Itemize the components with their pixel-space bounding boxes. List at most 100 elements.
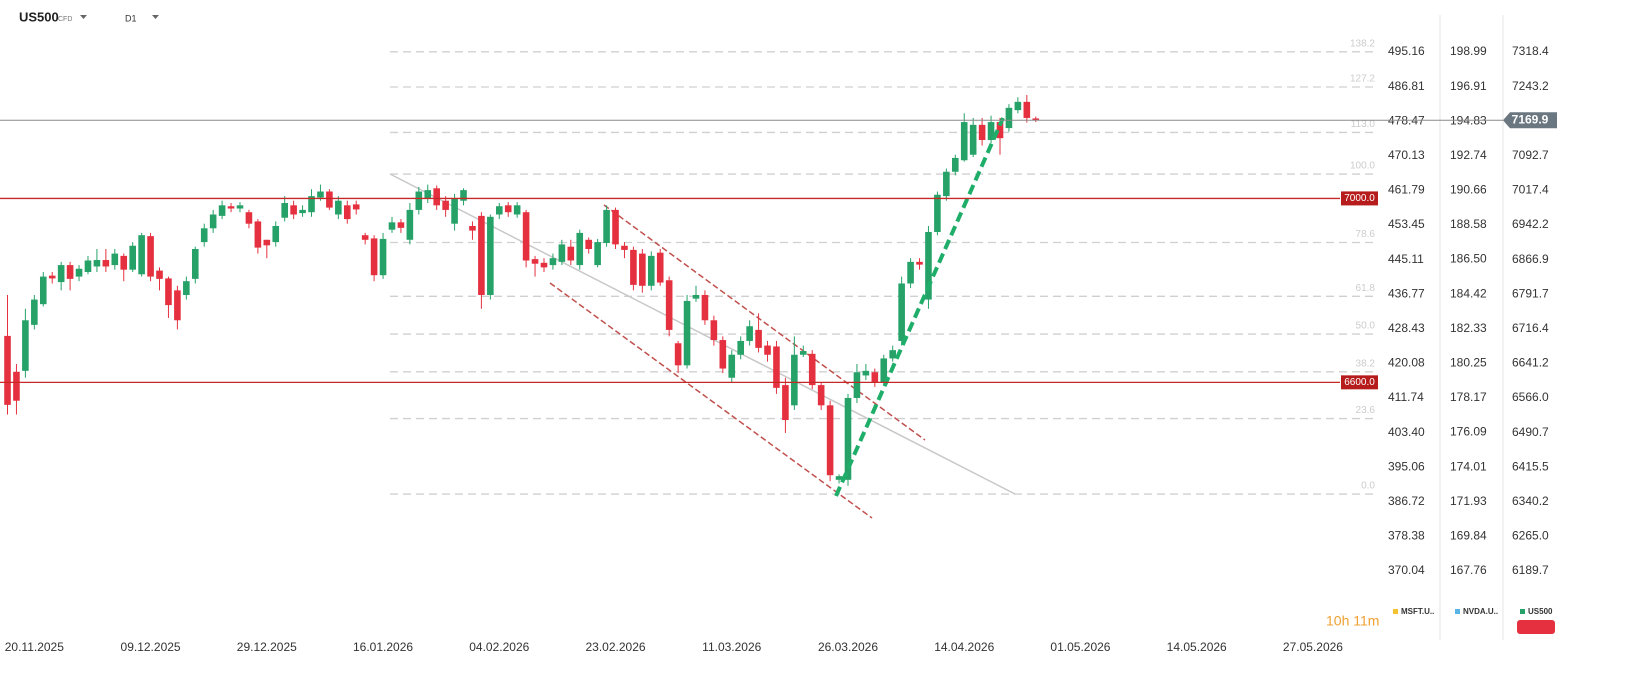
y-tick-label: 461.79 (1388, 183, 1425, 197)
x-tick-label: 14.05.2026 (1167, 640, 1227, 654)
candle-body (925, 231, 932, 300)
candle-body (540, 262, 548, 268)
candle-body (4, 335, 11, 405)
legend-swatch (1520, 609, 1525, 614)
candle-body (191, 248, 199, 279)
candle-body (254, 221, 262, 248)
candle-body (317, 191, 324, 198)
candle-body (701, 294, 709, 321)
candle-body (352, 204, 360, 210)
candle-body (183, 281, 190, 295)
candle-body (165, 278, 172, 306)
candle-body (397, 222, 405, 228)
candle-body (370, 238, 378, 276)
candle-body (1014, 101, 1022, 111)
y-tick-label: 453.45 (1388, 217, 1425, 231)
trend-line (389, 173, 1016, 495)
candle-body (13, 371, 20, 401)
action-button[interactable] (1517, 620, 1555, 634)
y-tick-label: 7318.4 (1512, 44, 1549, 58)
candle-body (639, 253, 646, 286)
candle-body (379, 238, 387, 276)
candle-body (710, 320, 718, 341)
candle-body (871, 372, 879, 383)
candle-body (1005, 107, 1013, 129)
candle-body (746, 326, 753, 341)
candle-body (343, 205, 351, 220)
candle-body (469, 226, 476, 231)
y-tick-label: 196.91 (1450, 79, 1487, 93)
candle-body (755, 329, 762, 348)
candle-body (57, 265, 65, 283)
candle-body (361, 235, 369, 240)
candle-body (102, 260, 110, 267)
fib-label: 50.0 (1356, 321, 1376, 332)
legend-label: US500 (1528, 607, 1553, 616)
y-tick-label: 428.43 (1388, 321, 1425, 335)
candle-body (692, 294, 700, 299)
level-label: 6600.0 (1344, 377, 1375, 388)
candle-body (39, 276, 47, 305)
candle-body (951, 157, 959, 172)
candle-body (567, 246, 575, 261)
x-tick-label: 14.04.2026 (934, 640, 994, 654)
candle-body (335, 200, 342, 215)
candle-body (156, 270, 163, 279)
symbol[interactable]: US500 (19, 9, 59, 24)
y-tick-label: 436.77 (1388, 286, 1425, 300)
fib-label: 100.0 (1350, 161, 1375, 172)
candle-body (513, 205, 521, 215)
last-price-label: 7169.9 (1512, 112, 1549, 126)
fibonacci: 138.2 127.2 113.0 100.0 78.6 61.8 50.0 38.2 23.6… (390, 38, 1376, 495)
y-tick-label: 188.58 (1450, 217, 1487, 231)
level-label: 7000.0 (1344, 193, 1375, 204)
candle-body (978, 124, 986, 141)
candle-body (263, 239, 271, 246)
candle-body (451, 198, 458, 224)
candle-body (120, 255, 128, 270)
y-tick-label: 6866.9 (1512, 252, 1549, 266)
candle-body (826, 405, 834, 476)
candle-body (531, 259, 539, 264)
candle-body (478, 215, 485, 295)
candle-body (299, 209, 306, 214)
candle-body (969, 124, 977, 155)
timeframe[interactable]: D1 (125, 13, 137, 23)
candle-body (111, 253, 119, 266)
candle-body (290, 205, 297, 215)
channel-line (603, 204, 926, 441)
y-tick-label: 370.04 (1388, 563, 1425, 577)
candle-body (433, 188, 440, 206)
y-tick-label: 169.84 (1450, 529, 1487, 543)
candle-body (522, 212, 530, 261)
candle-body (621, 245, 628, 250)
candle-body (75, 268, 83, 277)
candle-body (48, 275, 56, 279)
x-tick-label: 27.05.2026 (1283, 640, 1343, 654)
candle-body (147, 236, 154, 277)
candle-body (22, 320, 29, 371)
x-tick-label: 26.03.2026 (818, 640, 878, 654)
y-tick-label: 192.74 (1450, 148, 1487, 162)
y-tick-label: 176.09 (1450, 425, 1487, 439)
y-tick-label: 167.76 (1450, 563, 1487, 577)
candle-body (388, 222, 396, 230)
x-tick-label: 23.02.2026 (585, 640, 645, 654)
timeframe-dropdown[interactable] (152, 15, 159, 19)
symbol-dropdown[interactable] (80, 15, 87, 19)
candle-body (200, 228, 208, 243)
y-tick-label: 378.38 (1388, 529, 1425, 543)
x-tick-label: 09.12.2025 (121, 640, 181, 654)
candle-body (66, 265, 74, 279)
candle-body (594, 242, 601, 266)
y-tick-label: 6490.7 (1512, 425, 1549, 439)
candle-body (326, 191, 333, 208)
y-tick-label: 486.81 (1388, 79, 1425, 93)
fib-label: 113.0 (1351, 119, 1376, 130)
last-price-tag (1503, 112, 1557, 129)
candle-body (773, 346, 780, 388)
candle-body (764, 345, 771, 355)
countdown: 10h 11m (1326, 613, 1379, 629)
y-tick-label: 386.72 (1388, 494, 1425, 508)
